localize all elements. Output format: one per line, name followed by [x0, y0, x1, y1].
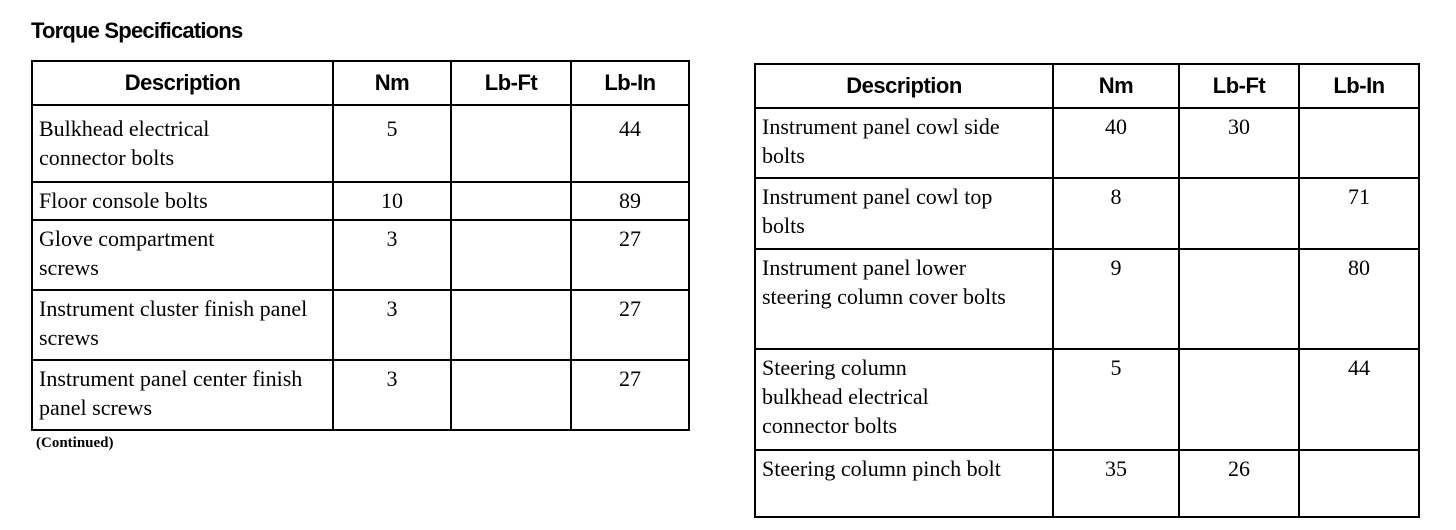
header-lbin: Lb-In: [570, 60, 690, 106]
cell-description: Instrument cluster finish panel screws: [31, 289, 334, 361]
cell-lbft: [1178, 248, 1300, 350]
header-lbin: Lb-In: [1298, 63, 1420, 109]
cell-lbft: [450, 219, 572, 291]
cell-description: Floor console bolts: [31, 181, 334, 221]
header-nm: Nm: [1052, 63, 1180, 109]
cell-description: Instrument panel cowl side bolts: [754, 107, 1054, 179]
cell-lbin: 27: [570, 359, 690, 431]
cell-description: Bulkhead electrical connector bolts: [31, 104, 334, 183]
table-row: Steering column bulkhead electrical conn…: [754, 348, 1420, 451]
table-header: Description Nm Lb-Ft Lb-In: [754, 63, 1420, 109]
header-lbft: Lb-Ft: [1178, 63, 1300, 109]
table-row: Glove compartment screws 3 27: [31, 219, 690, 291]
cell-description: Instrument panel cowl top bolts: [754, 177, 1054, 250]
continued-note: (Continued): [36, 435, 114, 451]
cell-lbin: [1298, 449, 1420, 518]
cell-nm: 5: [1052, 348, 1180, 451]
cell-nm: 3: [332, 359, 452, 431]
cell-nm: 10: [332, 181, 452, 221]
cell-nm: 8: [1052, 177, 1180, 250]
cell-description: Steering column bulkhead electrical conn…: [754, 348, 1054, 451]
table-row: Steering column pinch bolt 35 26: [754, 449, 1420, 518]
cell-lbft: [450, 359, 572, 431]
table-row: Floor console bolts 10 89: [31, 181, 690, 221]
table-row: Instrument panel cowl top bolts 8 71: [754, 177, 1420, 250]
cell-lbin: [1298, 107, 1420, 179]
cell-lbft: [450, 289, 572, 361]
cell-lbft: 30: [1178, 107, 1300, 179]
table-header: Description Nm Lb-Ft Lb-In: [31, 60, 690, 106]
cell-description: Instrument panel lower steering column c…: [754, 248, 1054, 350]
cell-description: Glove compartment screws: [31, 219, 334, 291]
table-row: Bulkhead electrical connector bolts 5 44: [31, 104, 690, 183]
cell-lbft: 26: [1178, 449, 1300, 518]
header-lbft: Lb-Ft: [450, 60, 572, 106]
cell-lbin: 27: [570, 219, 690, 291]
cell-lbft: [450, 181, 572, 221]
cell-lbft: [1178, 177, 1300, 250]
cell-lbin: 27: [570, 289, 690, 361]
table-row: Instrument panel center finish panel scr…: [31, 359, 690, 431]
cell-lbft: [450, 104, 572, 183]
torque-table-right: Description Nm Lb-Ft Lb-In Instrument pa…: [754, 63, 1420, 518]
page-title: Torque Specifications: [31, 18, 243, 43]
header-nm: Nm: [332, 60, 452, 106]
torque-table-left: Description Nm Lb-Ft Lb-In Bulkhead elec…: [31, 60, 690, 431]
cell-lbin: 80: [1298, 248, 1420, 350]
cell-lbin: 71: [1298, 177, 1420, 250]
cell-description: Steering column pinch bolt: [754, 449, 1054, 518]
header-description: Description: [754, 63, 1054, 109]
cell-nm: 3: [332, 219, 452, 291]
cell-nm: 35: [1052, 449, 1180, 518]
cell-nm: 40: [1052, 107, 1180, 179]
cell-lbin: 44: [570, 104, 690, 183]
cell-lbin: 44: [1298, 348, 1420, 451]
table-row: Instrument cluster finish panel screws 3…: [31, 289, 690, 361]
header-description: Description: [31, 60, 334, 106]
cell-nm: 5: [332, 104, 452, 183]
cell-nm: 3: [332, 289, 452, 361]
cell-lbin: 89: [570, 181, 690, 221]
table-row: Instrument panel lower steering column c…: [754, 248, 1420, 350]
cell-lbft: [1178, 348, 1300, 451]
cell-description: Instrument panel center finish panel scr…: [31, 359, 334, 431]
cell-nm: 9: [1052, 248, 1180, 350]
table-row: Instrument panel cowl side bolts 40 30: [754, 107, 1420, 179]
